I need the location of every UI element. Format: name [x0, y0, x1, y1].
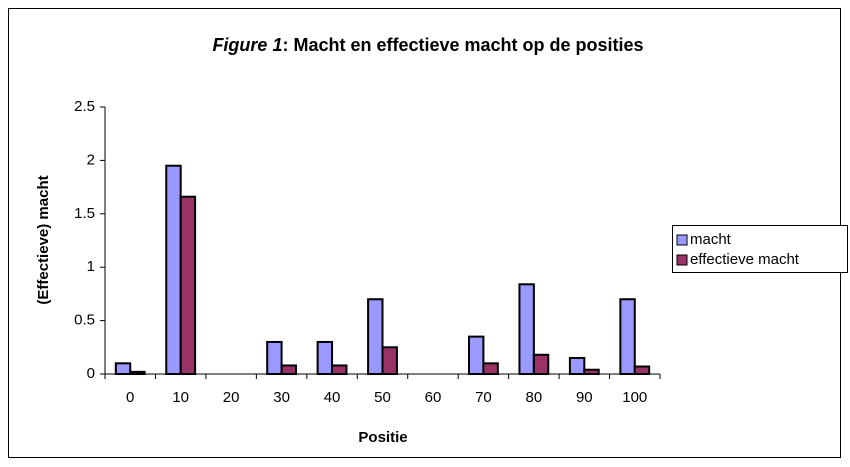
x-tick-label: 50	[374, 389, 391, 406]
x-tick-label: 10	[172, 389, 189, 406]
legend-label: macht	[690, 231, 732, 248]
bar	[583, 368, 600, 375]
bar	[633, 365, 651, 375]
y-axis-label: (Effectieve) macht	[35, 175, 52, 304]
x-tick-label: 30	[273, 389, 290, 406]
y-tick-label: 2.5	[74, 98, 95, 115]
bar	[331, 364, 348, 375]
bar	[367, 298, 384, 375]
x-tick-label: 40	[324, 389, 341, 406]
legend	[672, 225, 848, 273]
bar	[165, 164, 182, 375]
legend-swatch	[676, 254, 688, 266]
title-prefix: Figure 1	[212, 35, 282, 55]
bar	[316, 340, 334, 375]
x-tick-label: 0	[126, 389, 134, 406]
bar	[381, 346, 398, 375]
bar	[532, 353, 550, 375]
legend-swatch	[676, 234, 688, 246]
bar	[619, 298, 636, 375]
bar	[568, 356, 586, 376]
bar	[482, 362, 499, 376]
chart-title: Figure 1: Macht en effectieve macht op d…	[212, 35, 643, 55]
y-tick-label: 0.5	[74, 312, 95, 329]
x-tick-label: 80	[526, 389, 543, 406]
y-tick-label: 1.5	[74, 205, 95, 222]
bar	[266, 340, 283, 375]
y-tick-label: 1	[87, 258, 95, 275]
legend-label: effectieve macht	[690, 251, 800, 268]
x-tick-label: 60	[425, 389, 442, 406]
x-tick-label: 70	[475, 389, 492, 406]
bar	[114, 362, 132, 376]
y-tick-label: 2	[87, 151, 95, 168]
bar	[467, 335, 485, 375]
bar	[518, 283, 535, 375]
title-main: : Macht en effectieve macht op de positi…	[282, 35, 643, 55]
x-axis-label: Positie	[358, 429, 407, 446]
x-tick-label: 90	[576, 389, 593, 406]
bar	[280, 364, 298, 375]
bar	[179, 195, 197, 375]
y-tick-label: 0	[87, 365, 95, 382]
x-tick-label: 100	[622, 389, 647, 406]
x-tick-label: 20	[223, 389, 240, 406]
